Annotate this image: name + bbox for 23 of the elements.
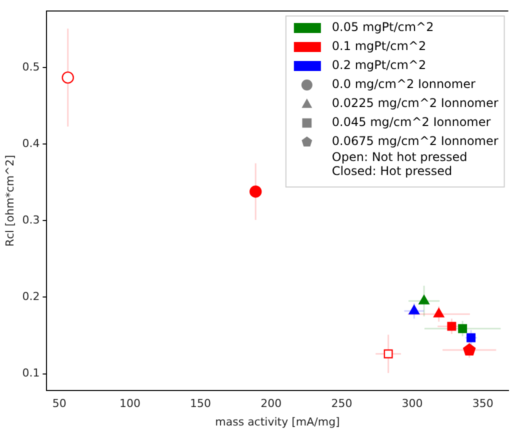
legend-label: 0.2 mgPt/cm^2 <box>332 58 426 72</box>
x-axis-title: mass activity [mA/mg] <box>215 415 340 428</box>
x-tick-label: 50 <box>52 397 66 410</box>
y-axis-title: Rcl [ohm*cm^2] <box>3 154 16 247</box>
legend-label: 0.045 mg/cm^2 Ionnomer <box>332 115 491 130</box>
annotation: Open: Not hot pressed <box>332 150 468 164</box>
annotation: Closed: Hot pressed <box>332 164 452 178</box>
x-tick-label: 250 <box>331 397 352 410</box>
legend-label: 0.0 mg/cm^2 Ionnomer <box>332 77 476 92</box>
y-tick-label: 0.4 <box>22 137 40 150</box>
y-tick-label: 0.5 <box>22 60 40 74</box>
y-tick-label: 0.1 <box>22 366 40 380</box>
legend-label: 0.0675 mg/cm^2 Ionnomer <box>332 134 498 148</box>
x-tick-label: 200 <box>260 397 282 410</box>
x-tick-label: 150 <box>190 397 212 410</box>
legend-label: 0.0225 mg/cm^2 Ionnomer <box>332 96 498 110</box>
legend-label: 0.1 mgPt/cm^2 <box>332 39 426 54</box>
y-tick-label: 0.3 <box>22 214 40 227</box>
x-tick-label: 300 <box>402 397 423 410</box>
y-tick-label: 0.2 <box>22 290 40 304</box>
x-tick-label: 350 <box>472 397 494 410</box>
legend-label: 0.05 mgPt/cm^2 <box>332 20 434 34</box>
x-tick-label: 100 <box>119 397 140 410</box>
